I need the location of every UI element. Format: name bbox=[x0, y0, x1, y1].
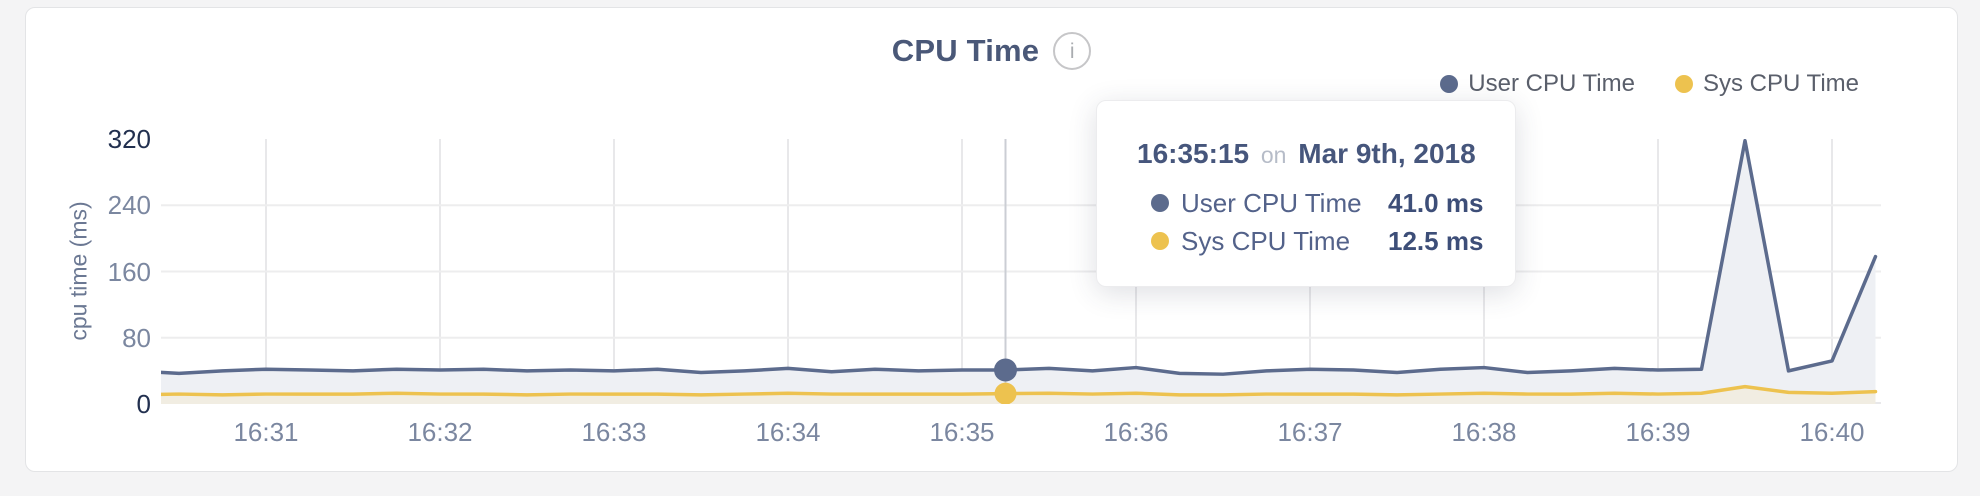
x-tick-label-16-37: 16:37 bbox=[1277, 417, 1343, 447]
y-tick-label-80: 80 bbox=[122, 322, 151, 353]
legend-label: User CPU Time bbox=[1468, 70, 1635, 97]
tooltip-series-value: 41.0 ms bbox=[1388, 187, 1484, 218]
sys-cpu-area bbox=[161, 386, 1876, 404]
cpu-time-chart-card: CPU Time i User CPU Time Sys CPU Time cpu… bbox=[25, 7, 1958, 472]
y-tick-label-240: 240 bbox=[107, 190, 151, 221]
tooltip-series-label: User CPU Time bbox=[1181, 187, 1362, 218]
tooltip-row: User CPU Time 41.0 ms bbox=[1137, 186, 1483, 220]
tooltip-series-dot-icon bbox=[1151, 232, 1169, 250]
x-tick-label-16-33: 16:33 bbox=[581, 417, 647, 447]
x-tick-label-16-38: 16:38 bbox=[1451, 417, 1517, 447]
tooltip-on-word: on bbox=[1260, 142, 1287, 168]
tooltip-series-label: Sys CPU Time bbox=[1181, 225, 1351, 256]
info-icon[interactable]: i bbox=[1053, 32, 1092, 70]
x-tick-label-16-36: 16:36 bbox=[1103, 417, 1169, 447]
legend: User CPU Time Sys CPU Time bbox=[1440, 70, 1859, 98]
tooltip-title: 16:35:15 on Mar 9th, 2018 bbox=[1137, 137, 1476, 172]
x-tick-label-16-39: 16:39 bbox=[1625, 417, 1691, 447]
x-tick-label-16-40: 16:40 bbox=[1799, 417, 1865, 447]
tooltip-time: 16:35:15 bbox=[1137, 138, 1250, 169]
tooltip-row: Sys CPU Time 12.5 ms bbox=[1137, 224, 1483, 258]
tooltip: 16:35:15 on Mar 9th, 2018 User CPU Time 4… bbox=[1096, 100, 1516, 287]
x-tick-label-16-34: 16:34 bbox=[755, 417, 821, 447]
legend-label: Sys CPU Time bbox=[1702, 70, 1859, 97]
user-cpu-line bbox=[161, 139, 1878, 376]
tooltip-rows: User CPU Time 41.0 ms Sys CPU Time 12.5 ms bbox=[1137, 186, 1483, 258]
legend-dot-icon bbox=[1440, 75, 1459, 93]
user-cpu-highlight-dot bbox=[994, 358, 1017, 382]
chart-title: CPU Time bbox=[891, 33, 1040, 68]
legend-item-sys-cpu-time[interactable]: Sys CPU Time bbox=[1674, 70, 1859, 98]
user-cpu-area bbox=[161, 140, 1876, 404]
plot-area[interactable] bbox=[161, 139, 1881, 404]
x-tick-label-16-31: 16:31 bbox=[233, 417, 299, 447]
y-tick-label-320: 320 bbox=[107, 124, 151, 154]
legend-dot-icon bbox=[1674, 75, 1693, 93]
x-tick-label-16-35: 16:35 bbox=[929, 417, 995, 447]
chart-header: CPU Time i bbox=[26, 32, 1957, 70]
y-tick-label-160: 160 bbox=[107, 256, 151, 287]
info-icon-glyph: i bbox=[1069, 39, 1075, 63]
sys-cpu-highlight-dot bbox=[994, 382, 1017, 404]
y-tick-label-0: 0 bbox=[136, 389, 151, 419]
tooltip-date: Mar 9th, 2018 bbox=[1298, 138, 1476, 169]
tooltip-series-value: 12.5 ms bbox=[1388, 225, 1484, 256]
legend-item-user-cpu-time[interactable]: User CPU Time bbox=[1440, 70, 1635, 98]
x-tick-label-16-32: 16:32 bbox=[407, 417, 473, 447]
tooltip-series-dot-icon bbox=[1151, 194, 1169, 212]
